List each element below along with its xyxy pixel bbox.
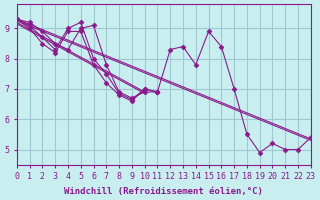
X-axis label: Windchill (Refroidissement éolien,°C): Windchill (Refroidissement éolien,°C) <box>64 187 263 196</box>
